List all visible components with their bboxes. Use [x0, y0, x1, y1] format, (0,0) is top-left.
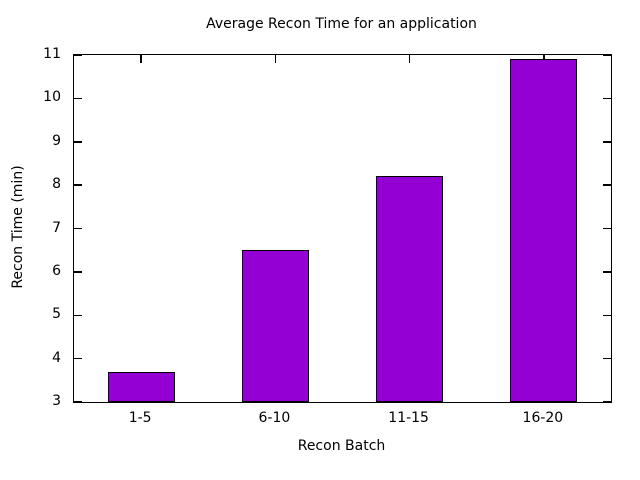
x-tick-top: [543, 55, 545, 63]
y-tick-label: 8: [52, 176, 61, 193]
bar: [376, 176, 444, 402]
y-tick-right: [603, 97, 611, 100]
y-tick-left: [74, 401, 82, 403]
x-tick-label: 11-15: [388, 410, 429, 426]
y-tick-right: [603, 357, 611, 360]
y-tick-label: 6: [52, 262, 61, 279]
x-tick-label: 6-10: [258, 410, 291, 426]
x-tick-label: 1-5: [128, 410, 152, 426]
plot-area: [73, 54, 612, 403]
x-tick-top: [408, 55, 411, 63]
x-axis-label: Recon Batch: [297, 438, 386, 454]
y-tick-label: 3: [52, 393, 61, 409]
y-tick-label: 10: [43, 89, 61, 106]
x-tick-label: 16-20: [522, 410, 564, 426]
y-tick-right: [603, 401, 611, 403]
y-tick-left: [74, 141, 82, 143]
y-tick-left: [74, 314, 82, 316]
y-tick-right: [603, 141, 611, 143]
bar: [510, 59, 578, 402]
x-tick-top: [274, 55, 277, 63]
y-tick-right: [603, 314, 611, 316]
y-tick-left: [74, 54, 82, 56]
y-tick-right: [603, 184, 611, 186]
y-tick-left: [74, 97, 82, 100]
y-tick-right: [603, 54, 611, 56]
y-tick-left: [74, 271, 82, 273]
y-tick-right: [603, 271, 611, 273]
bar: [107, 371, 175, 402]
y-tick-label: 9: [52, 132, 61, 149]
y-tick-left: [74, 184, 82, 186]
y-tick-label: 7: [52, 219, 61, 236]
y-tick-left: [74, 227, 82, 230]
x-tick-top: [140, 55, 142, 63]
y-tick-label: 4: [52, 349, 61, 366]
y-tick-left: [74, 357, 82, 360]
y-tick-right: [603, 227, 611, 230]
y-tick-label: 5: [52, 306, 61, 323]
y-tick-label: 11: [43, 46, 61, 62]
chart-title: Average Recon Time for an application: [206, 16, 477, 32]
bar: [241, 250, 309, 402]
